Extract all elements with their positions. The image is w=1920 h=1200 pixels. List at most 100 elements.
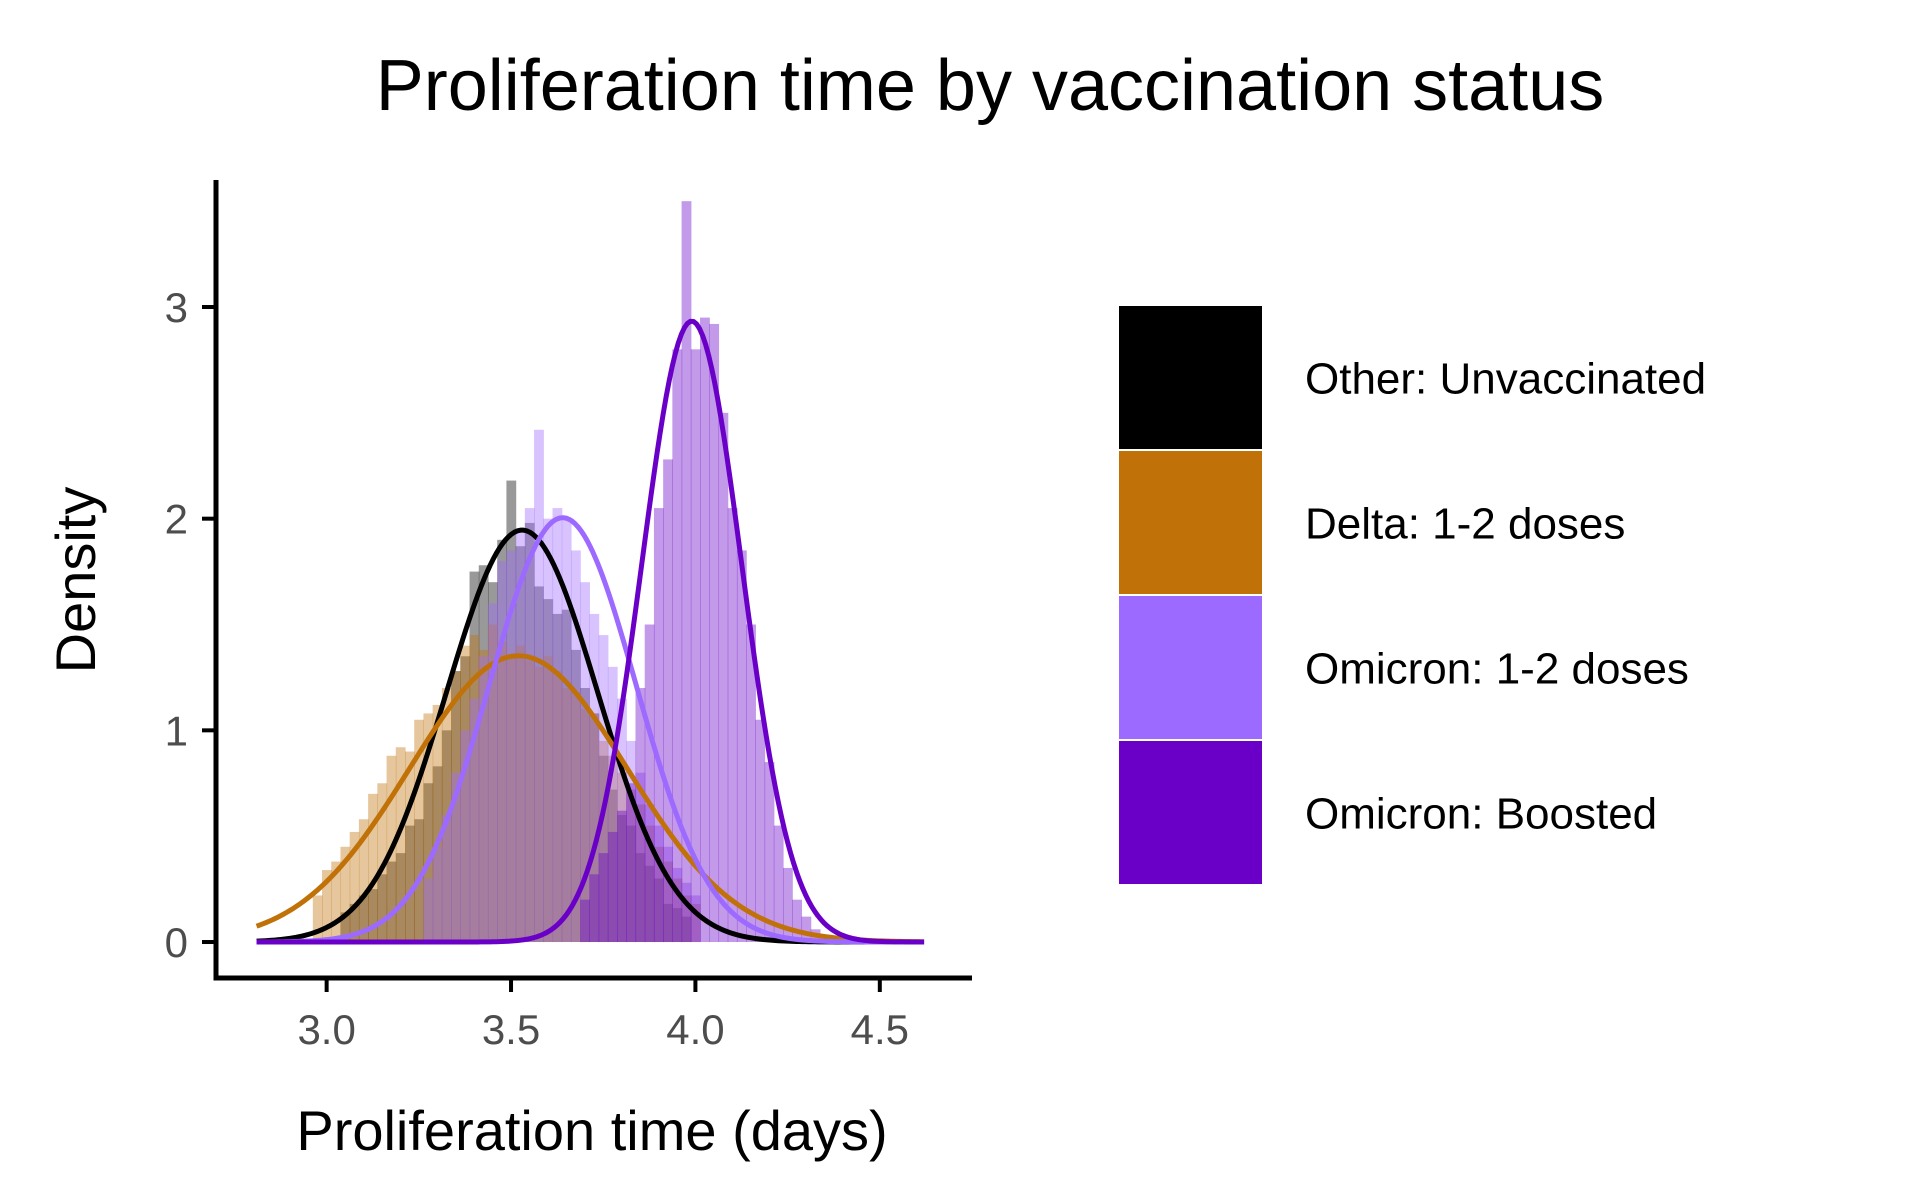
histogram-bar	[460, 730, 471, 943]
y-axis-title: Density	[44, 487, 107, 674]
histogram-bar	[589, 713, 600, 943]
histogram-bar	[589, 874, 600, 943]
y-tick-label: 0	[165, 919, 188, 966]
histogram-bar	[736, 550, 747, 943]
histogram-bar	[377, 874, 388, 943]
histogram-bar	[469, 698, 480, 943]
histogram-bar	[487, 603, 498, 943]
histogram-bar	[451, 671, 461, 943]
histogram-bar	[534, 666, 544, 943]
histogram-bar	[358, 819, 369, 943]
histogram-bar	[617, 810, 627, 943]
histogram-bar	[368, 889, 378, 943]
histogram-bar	[524, 522, 535, 943]
histogram-bar	[497, 561, 508, 943]
density-curve-delta-1-2-doses	[255, 653, 925, 945]
histogram-bar	[469, 571, 480, 943]
histogram-bar	[690, 349, 701, 943]
histogram-bar	[386, 861, 397, 943]
histogram-bar	[635, 772, 646, 943]
legend-item: Delta: 1-2 doses	[1117, 449, 1625, 596]
x-tick-label: 4.0	[666, 1006, 724, 1053]
histogram-bar	[580, 688, 590, 943]
legend-item: Other: Unvaccinated	[1117, 304, 1706, 451]
histogram-bar	[423, 878, 434, 943]
histogram-bar	[543, 599, 554, 943]
legend-label: Omicron: Boosted	[1305, 790, 1657, 839]
x-tick-label: 4.5	[851, 1006, 909, 1053]
histogram-bar	[653, 508, 664, 943]
density-curves	[255, 318, 925, 945]
histogram-bar	[552, 671, 563, 943]
histogram-bar	[358, 895, 369, 943]
histogram-bar	[534, 429, 544, 943]
histogram-bar	[681, 895, 692, 943]
histogram-bar	[644, 624, 655, 943]
histogram-bar	[681, 916, 692, 943]
histogram-bar	[395, 747, 406, 943]
histogram-bar	[718, 412, 729, 943]
histogram-bar	[580, 899, 590, 943]
histogram-bar	[755, 719, 766, 943]
histogram-bar	[792, 899, 803, 943]
histogram-bar	[543, 656, 554, 943]
density-curve-omicron-boosted	[256, 318, 925, 945]
histogram-bar	[478, 656, 489, 943]
histogram-other-unvaccinated	[340, 480, 692, 943]
histogram-bar	[580, 709, 590, 943]
histogram-bar	[801, 916, 812, 943]
histogram-bar	[451, 671, 461, 943]
legend-swatch	[1117, 739, 1264, 886]
histogram-bar	[617, 772, 627, 943]
legend-swatch	[1117, 449, 1264, 596]
histogram-bar	[764, 762, 775, 943]
histogram-bar	[441, 730, 452, 943]
histogram-bar	[653, 878, 664, 943]
histogram-bar	[460, 656, 471, 943]
histogram-bar	[506, 656, 517, 943]
histogram-bar	[617, 698, 627, 943]
x-tick-label: 3.5	[482, 1006, 540, 1053]
histogram-bar	[672, 878, 683, 943]
legend-item: Omicron: Boosted	[1117, 739, 1657, 886]
histogram-bar	[561, 609, 572, 943]
histogram-bar	[414, 719, 425, 943]
histogram-bar	[607, 755, 618, 943]
histogram-bar	[534, 586, 544, 943]
y-tick-label: 1	[165, 707, 188, 754]
histogram-bar	[395, 853, 406, 943]
histogram-bar	[653, 846, 664, 943]
histogram-bar	[635, 804, 646, 943]
histogram-bar	[626, 740, 637, 943]
axes: 3.0 3.5 4.0 4.5 0 1 2 3	[165, 180, 972, 1053]
histogram-bar	[598, 635, 609, 943]
histogram-bar	[487, 624, 498, 943]
histogram-bar	[672, 867, 683, 943]
histogram-bar	[617, 815, 627, 943]
histogram-bar	[663, 846, 673, 943]
y-axis-ticks: 0 1 2 3	[165, 284, 216, 966]
histogram-bar	[644, 865, 655, 943]
histogram-bar	[580, 582, 590, 943]
histogram-bar	[405, 751, 415, 943]
histogram-bar	[700, 317, 710, 943]
y-tick-label: 3	[165, 284, 188, 331]
histogram-bar	[487, 582, 498, 943]
histogram-bar	[589, 713, 600, 943]
legend-label: Delta: 1-2 doses	[1305, 500, 1625, 549]
histogram-bar	[478, 649, 489, 943]
histogram-bar	[423, 713, 434, 943]
histogram-bar	[515, 546, 526, 943]
histogram-bar	[598, 740, 609, 943]
histogram-bar	[690, 903, 701, 943]
histogram-bar	[663, 861, 673, 943]
y-tick-label: 2	[165, 496, 188, 543]
histogram-bar	[506, 550, 517, 943]
histogram-bar	[524, 508, 535, 943]
histogram-bar	[570, 692, 581, 943]
density-curve-omicron-1-2-doses	[256, 515, 925, 945]
histogram-bar	[626, 783, 637, 943]
histogram-bar	[635, 853, 646, 943]
histogram-bar	[524, 660, 535, 943]
